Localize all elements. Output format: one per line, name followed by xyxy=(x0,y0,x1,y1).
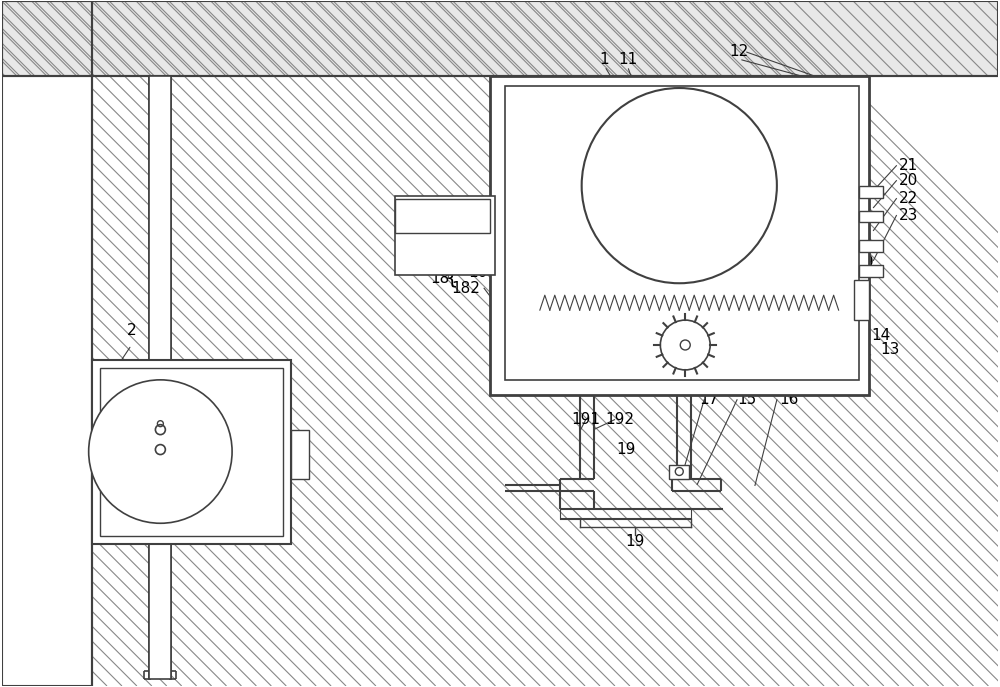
Text: 11: 11 xyxy=(618,52,637,67)
Text: 23: 23 xyxy=(899,208,918,223)
Bar xyxy=(859,210,883,223)
Text: 182: 182 xyxy=(452,281,481,295)
Text: 9: 9 xyxy=(864,255,873,270)
Text: 13: 13 xyxy=(881,343,900,357)
Bar xyxy=(2,76,92,686)
Text: 19: 19 xyxy=(617,442,636,457)
Text: 22: 22 xyxy=(899,191,918,206)
Bar xyxy=(149,76,171,679)
Text: 1: 1 xyxy=(600,52,609,67)
Text: 6: 6 xyxy=(264,497,274,512)
Text: {: { xyxy=(446,269,458,288)
Bar xyxy=(395,199,490,234)
Circle shape xyxy=(660,320,710,370)
Text: 16: 16 xyxy=(779,392,799,407)
Bar xyxy=(100,368,283,537)
Text: 12: 12 xyxy=(729,44,749,58)
Text: 19: 19 xyxy=(626,534,645,549)
Text: 181: 181 xyxy=(452,261,481,275)
Bar xyxy=(2,1,998,76)
Bar xyxy=(859,265,883,278)
Bar xyxy=(505,86,859,380)
Circle shape xyxy=(582,88,777,283)
Bar xyxy=(854,280,869,320)
Bar xyxy=(2,1,998,76)
Text: 2: 2 xyxy=(127,323,136,337)
Text: 15: 15 xyxy=(737,392,757,407)
Text: 18: 18 xyxy=(431,271,450,286)
Circle shape xyxy=(89,380,232,523)
Bar xyxy=(2,1,92,686)
Text: 14: 14 xyxy=(871,328,890,343)
Bar xyxy=(149,76,171,679)
Bar xyxy=(395,196,495,275)
Bar xyxy=(669,464,689,480)
Text: 192: 192 xyxy=(605,412,634,427)
Bar xyxy=(490,76,869,395)
Text: 191: 191 xyxy=(571,412,600,427)
Bar xyxy=(92,360,291,544)
Text: 21: 21 xyxy=(899,158,918,173)
Bar xyxy=(291,429,309,480)
Text: 4: 4 xyxy=(112,412,121,427)
Text: 5: 5 xyxy=(112,392,121,407)
Bar xyxy=(2,1,92,686)
Text: 20: 20 xyxy=(899,173,918,188)
Text: 7: 7 xyxy=(264,482,274,497)
Bar xyxy=(859,185,883,198)
Bar xyxy=(859,240,883,252)
Text: 17: 17 xyxy=(700,392,719,407)
Text: 3: 3 xyxy=(112,372,121,387)
Text: 10: 10 xyxy=(468,264,488,280)
